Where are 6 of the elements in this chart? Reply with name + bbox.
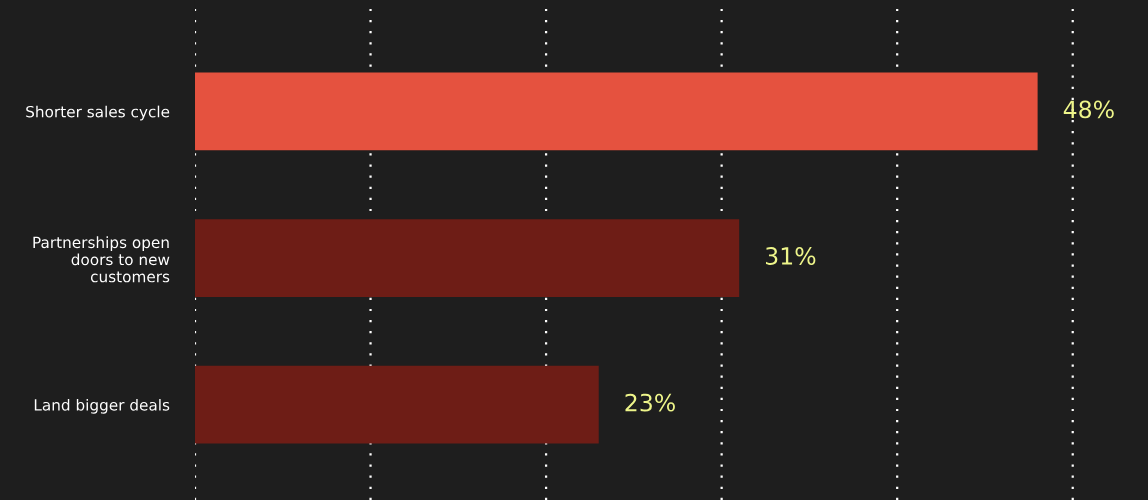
y-tick-label: Shorter sales cycle: [26, 105, 170, 121]
data-label: 48%: [1063, 100, 1114, 119]
y-tick-label: Land bigger deals: [34, 398, 170, 414]
y-tick-label: Partnerships open doors to new customers: [33, 236, 170, 283]
data-label: 23%: [625, 393, 675, 412]
data-label: 31%: [765, 247, 816, 265]
